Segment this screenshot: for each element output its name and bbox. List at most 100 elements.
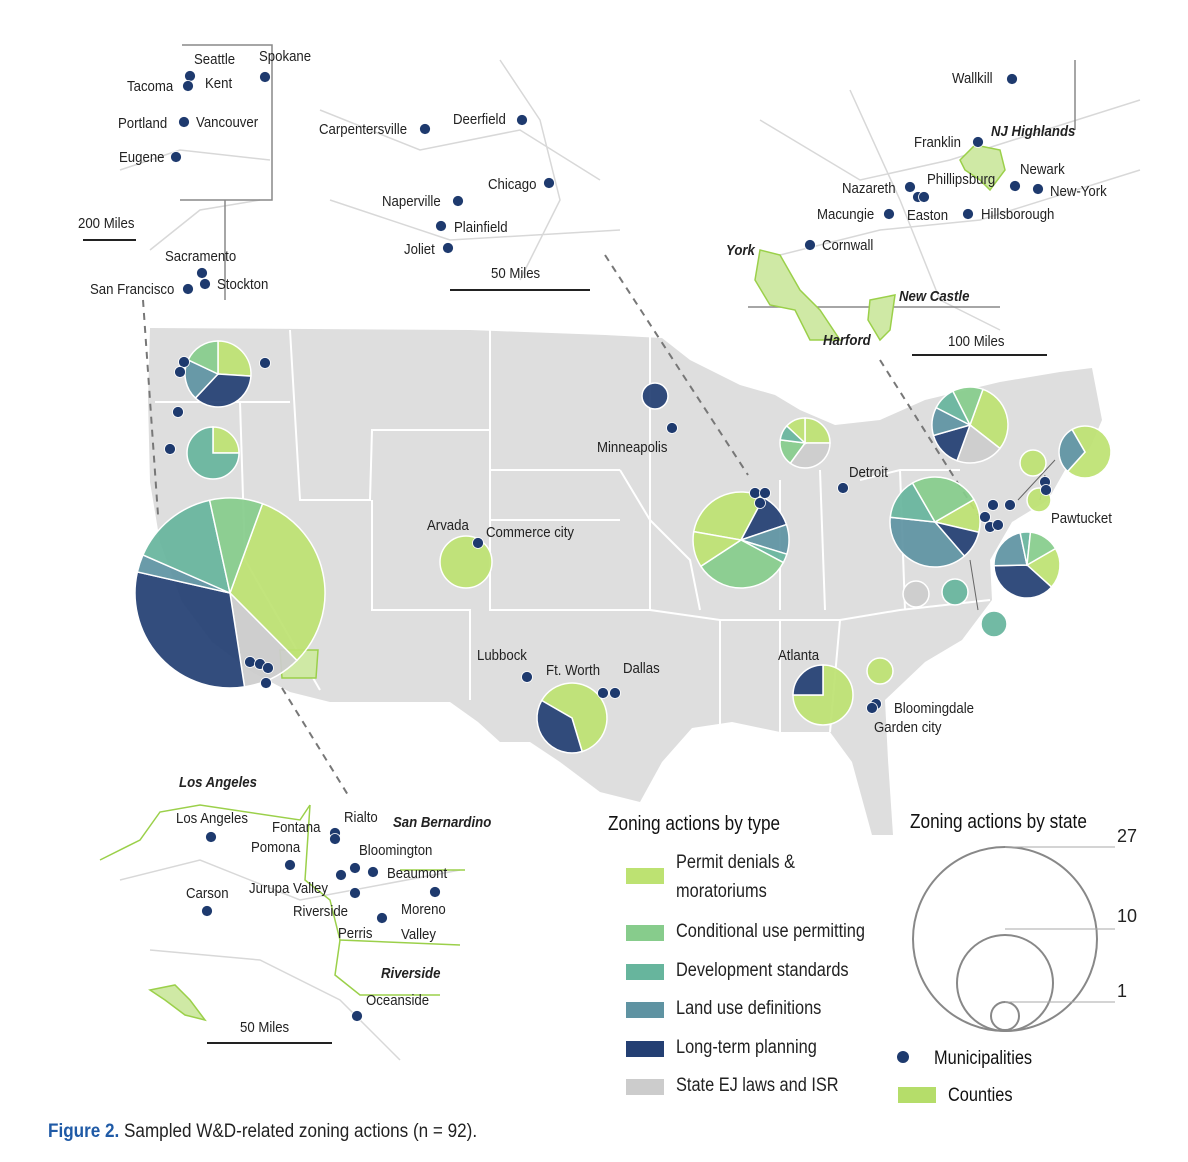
pie-slice-tx-longterm [536,699,584,754]
legend-item-stateej: State EJ laws and ISR [626,1075,865,1100]
legend-swatch [626,868,664,884]
pie-slice-ma-permit [1066,425,1112,479]
city-label: Lubbock [477,647,527,664]
municipality-dot [609,687,621,699]
city-label: Phillipsburg [927,171,996,188]
us-land [148,328,1102,835]
pie-slice-nc-development [980,610,1008,638]
municipality-dot [1032,183,1044,195]
county-label: Harford [823,332,871,349]
legend-item-development: Development standards [626,960,877,985]
city-label: Vancouver [196,114,259,131]
city-label: Bloomingdale [894,700,974,717]
pie-slice-ca-permit [229,502,326,662]
city-label: Newark [1020,161,1065,178]
municipality-dot [597,687,609,699]
city-label: Riverside [293,903,349,920]
city-label: Carpentersville [319,121,408,138]
municipality-dot [1006,73,1018,85]
municipality-dot [259,71,271,83]
city-label: Dallas [623,660,660,677]
municipality-dot [260,677,272,689]
pie-slice-or-permit [212,426,240,454]
city-label: Nazareth [842,180,896,197]
municipality-dot [429,886,441,898]
municipality-dot [666,422,678,434]
city-label: Eugene [119,149,165,166]
city-label: Naperville [382,193,441,210]
legend-label: Land use definitions [676,994,821,1023]
legend-label: State EJ laws and ISR [676,1071,839,1100]
pie-slice-md-de-permit [1025,547,1061,589]
county-label: York [726,242,755,259]
city-label: Pomona [251,839,301,856]
municipality-dot [351,1010,363,1022]
city-label: Tacoma [127,78,174,95]
municipality-dot [329,833,341,845]
legend-swatch [626,925,664,941]
city-label: Oceanside [366,992,430,1009]
legend-item-permit: Permit denials & moratoriums [626,852,814,906]
scale-label: 100 Miles [948,333,1005,350]
pie-slice-ga-longterm [792,664,824,696]
legend-item-landuse: Land use definitions [626,998,845,1023]
city-label: Ft. Worth [546,662,601,679]
county-label: San Bernardino [393,814,492,831]
municipality-dot [749,487,761,499]
municipality-dots [164,70,1052,1022]
municipality-dot [904,181,916,193]
size-legend [912,846,1098,1032]
city-label: Commerce city [486,524,575,541]
city-label: Jurupa Valley [249,880,329,897]
municipality-legend-dot [897,1051,909,1063]
legend-item-longterm: Long-term planning [626,1037,840,1062]
pie-slice-il-conditional [699,539,785,589]
municipality-dot [178,116,190,128]
leader-lines [142,254,979,796]
legend-type-title: Zoning actions by type [608,813,781,835]
legend-label-line: Conditional use permitting [676,921,865,942]
city-label: Franklin [914,134,961,151]
municipality-dot [759,487,771,499]
city-label: Bloomington [359,842,433,859]
municipalities-label: Municipalities [934,1048,1033,1069]
city-label: Chicago [488,176,537,193]
legend-swatch [626,964,664,980]
city-label: Seattle [194,51,236,68]
municipality-dot [196,267,208,279]
municipality-dot [244,656,256,668]
city-label: Arvada [427,517,469,534]
pie-slice-va-stateej [902,580,930,608]
counties-label: Counties [948,1085,1013,1106]
municipality-dot [262,662,274,674]
pie-slice-md-de-longterm [993,564,1053,599]
municipality-dot [472,537,484,549]
municipality-dot [866,702,878,714]
municipality-dot [1009,180,1021,192]
pie-slice-md-de-conditional [1026,531,1057,567]
pie-slice-ga-permit [792,664,854,726]
municipality-dot [349,862,361,874]
municipality-dot [804,239,816,251]
county-label: Los Angeles [179,774,258,791]
figure-caption: Figure 2. Sampled W&D-related zoning act… [48,1121,477,1143]
municipality-dot [172,406,184,418]
city-label: Plainfield [454,219,508,236]
city-label: New-York [1050,183,1107,200]
municipality-dot [182,283,194,295]
legend-state-title: Zoning actions by state [910,811,1087,833]
legend-label-line: Land use definitions [676,998,822,1019]
municipality-dot [543,177,555,189]
pie-slice-mi-permit [785,417,806,445]
caption-text: Sampled W&D-related zoning actions (n = … [124,1121,478,1142]
city-label: Garden city [874,719,942,736]
municipality-dot [419,123,431,135]
scale-label: 50 Miles [240,1019,290,1036]
city-label: Macungie [817,206,875,223]
municipality-dot [987,499,999,511]
city-label: Wallkill [952,70,993,87]
municipality-dot [918,191,930,203]
pie-slice-ny-stateej [956,423,1001,464]
